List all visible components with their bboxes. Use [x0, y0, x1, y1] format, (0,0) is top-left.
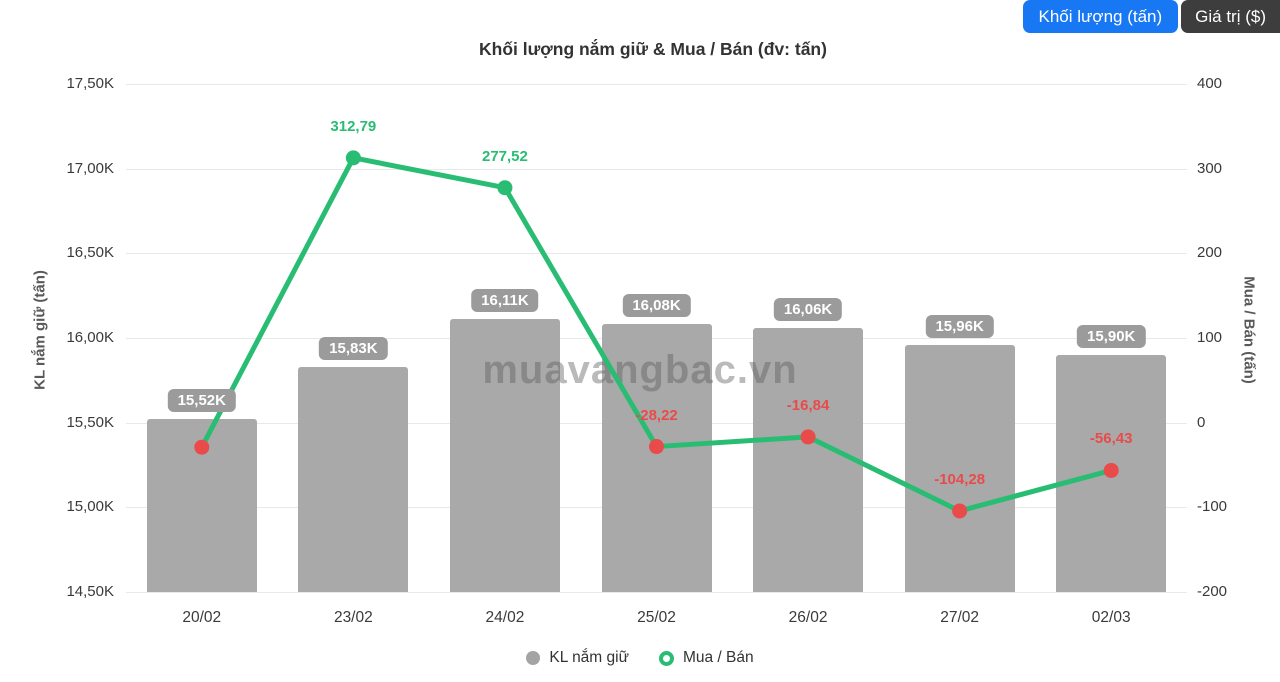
legend-label: KL nắm giữ — [549, 649, 629, 666]
line-point[interactable] — [649, 439, 664, 455]
gridline — [126, 168, 1187, 170]
bar-value-label: 15,96K — [925, 314, 994, 338]
left-axis-tick: 15,00K — [66, 498, 114, 516]
point-value-label: -104,28 — [934, 470, 986, 488]
bar[interactable] — [601, 324, 712, 592]
x-axis-label: 25/02 — [637, 609, 676, 626]
x-axis-label: 02/03 — [1091, 609, 1131, 626]
bar[interactable] — [449, 319, 560, 592]
gridline — [126, 592, 1187, 593]
right-axis-tick: -100 — [1197, 498, 1228, 516]
legend-label: Mua / Bán — [682, 649, 754, 666]
toggle-gia-tri-button[interactable]: Giá trị ($) — [1181, 0, 1280, 33]
left-axis-tick: 17,50K — [66, 75, 114, 92]
line-point[interactable] — [497, 180, 513, 196]
bar[interactable] — [904, 344, 1015, 592]
line-point[interactable] — [194, 439, 210, 455]
bar-value-label: 15,90K — [1077, 324, 1146, 348]
x-axis-label: 23/02 — [333, 609, 373, 626]
chart-title: Khối lượng nắm giữ & Mua / Bán (đv: tấn) — [479, 39, 827, 59]
right-axis-tick: 300 — [1197, 159, 1223, 177]
bar[interactable] — [753, 327, 864, 592]
left-axis-tick: 17,00K — [66, 159, 114, 177]
x-axis-label: 20/02 — [182, 609, 222, 626]
x-axis-label: 26/02 — [788, 609, 828, 626]
x-axis-label: 24/02 — [485, 609, 525, 626]
legend: KL nắm giữ Mua / Bán — [0, 649, 1280, 667]
point-value-label: -28,22 — [635, 406, 678, 424]
point-value-label: 312,79 — [330, 117, 377, 135]
legend-item-mua-ban[interactable]: Mua / Bán — [658, 649, 754, 667]
line-point[interactable] — [800, 429, 816, 445]
toggle-khoi-luong-button[interactable]: Khối lượng (tấn) — [1022, 0, 1179, 33]
right-axis-tick: 0 — [1197, 413, 1206, 431]
axis-toggle-group: Khối lượng (tấn) Giá trị ($) — [1022, 0, 1280, 33]
bar-value-label: 16,08K — [622, 294, 691, 318]
bar-value-label: 15,83K — [319, 336, 388, 360]
right-axis-title: Mua / Bán (tấn) — [1240, 276, 1258, 384]
gray-circle-icon — [526, 651, 541, 665]
gridline — [126, 253, 1187, 255]
left-axis-tick: 16,00K — [66, 329, 114, 346]
right-axis-tick: 200 — [1197, 244, 1223, 262]
bar-value-label: 15,52K — [167, 389, 236, 413]
left-axis-tick: 15,50K — [66, 413, 114, 431]
right-axis-tick: 100 — [1197, 329, 1223, 346]
bar-value-label: 16,06K — [773, 297, 843, 321]
line-point[interactable] — [345, 150, 361, 166]
point-value-label: -16,84 — [786, 396, 830, 414]
line-point[interactable] — [1103, 462, 1119, 478]
right-axis-tick: 400 — [1197, 75, 1223, 92]
left-axis-tick: 16,50K — [66, 244, 114, 262]
x-axis-label: 27/02 — [940, 609, 980, 626]
point-value-label: 277,52 — [481, 147, 528, 165]
gridline — [126, 84, 1187, 85]
line-point[interactable] — [952, 503, 968, 519]
left-axis-tick: 14,50K — [66, 583, 114, 600]
right-axis-tick: -200 — [1197, 583, 1228, 600]
legend-item-kl-nam-giu[interactable]: KL nắm giữ — [526, 649, 629, 667]
bar-value-label: 16,11K — [471, 289, 539, 313]
bar[interactable] — [298, 366, 409, 592]
green-ring-icon — [658, 650, 674, 666]
point-value-label: -56,43 — [1089, 430, 1133, 448]
